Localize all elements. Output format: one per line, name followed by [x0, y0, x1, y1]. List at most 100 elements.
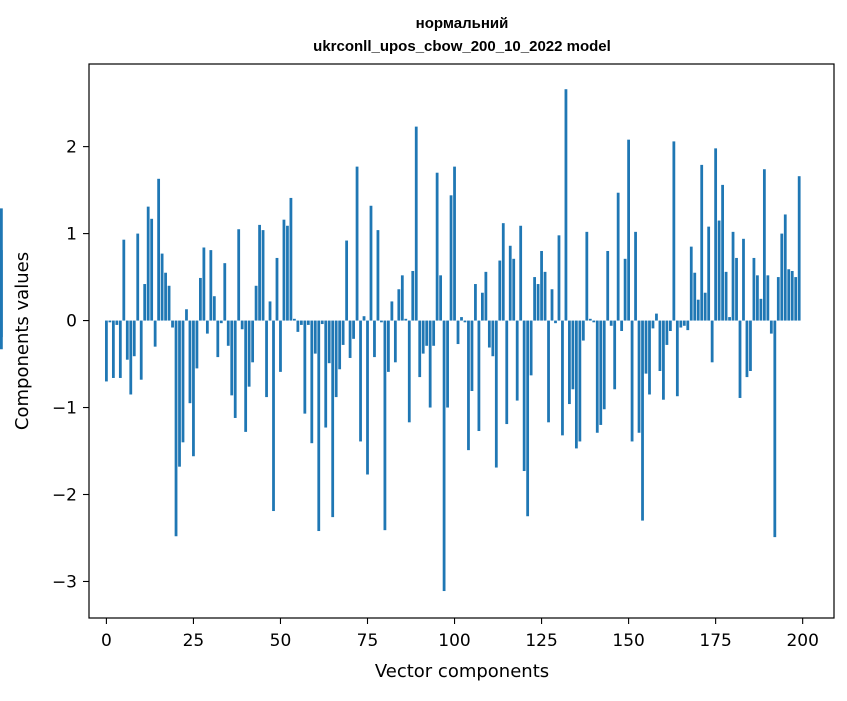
bar-175 [714, 148, 718, 321]
bar-143 [602, 320, 606, 410]
bar-38 [237, 229, 241, 321]
bar-150 [627, 139, 630, 321]
bar-14 [153, 320, 157, 347]
bar-94 [432, 320, 436, 346]
bar-141 [595, 320, 599, 433]
bar-176 [717, 220, 721, 321]
bar-146 [613, 320, 617, 390]
x-tick-label: 175 [699, 631, 731, 651]
bar-22 [181, 320, 185, 443]
bar-46 [265, 320, 268, 398]
bar-88 [411, 270, 415, 321]
bar-undefined [0, 250, 3, 321]
bar-106 [474, 284, 477, 321]
bar-42 [251, 320, 255, 363]
bar-122 [529, 320, 533, 376]
bar-98 [446, 320, 449, 408]
bar-158 [655, 313, 658, 321]
bar-79 [380, 320, 383, 323]
bar-195 [783, 214, 787, 321]
bar-132 [564, 89, 568, 321]
bar-104 [467, 320, 470, 451]
bar-16 [160, 253, 164, 321]
bar-19 [171, 320, 174, 328]
bar-93 [428, 320, 432, 408]
bar-193 [776, 277, 780, 321]
bar-149 [623, 258, 627, 321]
bar-191 [769, 320, 773, 334]
bar-138 [585, 231, 589, 321]
bar-151 [630, 320, 634, 442]
bar-157 [651, 320, 655, 329]
bar-90 [418, 320, 422, 378]
bar-180 [731, 231, 735, 321]
bar-37 [233, 320, 237, 418]
bar-99 [449, 195, 453, 321]
bar-121 [526, 320, 530, 517]
bar-20 [174, 320, 178, 537]
bar-57 [303, 320, 307, 414]
bar-111 [491, 320, 495, 357]
bar-8 [132, 320, 136, 357]
bar-74 [362, 316, 366, 321]
bar-91 [421, 320, 425, 354]
bar-7 [129, 320, 133, 395]
bar-186 [752, 257, 756, 321]
x-tick-label: 125 [525, 631, 557, 651]
bar-184 [745, 320, 749, 378]
y-tick-label: 0 [66, 312, 77, 332]
bar-199 [797, 176, 801, 321]
bar-35 [226, 320, 230, 346]
bar-86 [404, 318, 408, 321]
bar-97 [442, 320, 446, 592]
bar-15 [157, 178, 161, 321]
bar-102 [460, 317, 463, 321]
bar-129 [554, 320, 557, 324]
bar-182 [738, 320, 742, 398]
bar-123 [533, 277, 536, 321]
bar-50 [279, 320, 282, 372]
bar-68 [341, 320, 345, 345]
bar-96 [439, 275, 443, 321]
bar-53 [289, 197, 293, 321]
bar-179 [728, 317, 731, 321]
bar-110 [487, 320, 491, 348]
bar-188 [759, 298, 763, 321]
bar-30 [209, 250, 213, 321]
bar-165 [679, 320, 683, 328]
bar-168 [689, 246, 693, 321]
bar-36 [230, 320, 234, 396]
bar-27 [199, 277, 202, 321]
bar-114 [501, 223, 505, 321]
bar-67 [338, 320, 342, 370]
bar-45 [261, 230, 265, 321]
bar-34 [223, 263, 227, 321]
bar-113 [498, 260, 502, 321]
bar-11 [143, 284, 147, 321]
bar-172 [703, 292, 707, 321]
bar-21 [178, 320, 181, 467]
bar-55 [296, 320, 300, 332]
bar-70 [348, 320, 352, 358]
bar-109 [484, 271, 488, 321]
bar-85 [400, 275, 404, 321]
bar-61 [317, 320, 321, 532]
bar-25 [192, 320, 195, 457]
bar-108 [480, 292, 484, 321]
bar-49 [275, 257, 279, 321]
bar-140 [592, 320, 596, 323]
bar-103 [463, 320, 467, 323]
bar-187 [756, 275, 759, 321]
bar-173 [707, 226, 711, 321]
bar-154 [641, 320, 644, 521]
bar-75 [366, 320, 369, 475]
plot-frame [88, 63, 835, 619]
bar-71 [352, 320, 355, 339]
bar-192 [773, 320, 777, 538]
y-tick-label: −2 [52, 486, 77, 506]
y-tick-label: −3 [52, 572, 77, 592]
bar-48 [272, 320, 275, 512]
bar-83 [393, 320, 397, 363]
bar-171 [700, 164, 704, 321]
